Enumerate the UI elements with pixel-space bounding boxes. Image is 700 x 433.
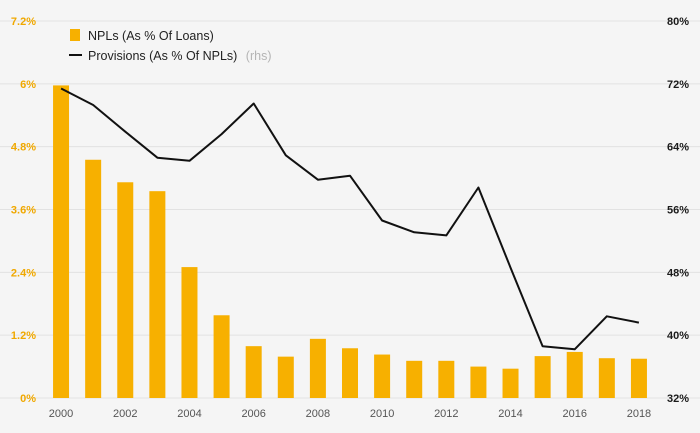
legend-label-npls: NPLs (As % Of Loans) bbox=[88, 29, 214, 43]
x-tick-label: 2014 bbox=[498, 408, 522, 420]
y-right-tick-label: 80% bbox=[667, 16, 689, 28]
bar-npl-2011 bbox=[406, 360, 423, 398]
bar-npl-2017 bbox=[598, 358, 615, 398]
x-tick-label: 2018 bbox=[627, 408, 651, 420]
x-axis: 2000 2002 2004 2006 2008 2010 2012 2014 2016 2018 bbox=[49, 408, 651, 420]
bar-npl-2016 bbox=[566, 351, 583, 398]
legend-label-rhs: (rhs) bbox=[246, 49, 272, 63]
legend-label-provisions: Provisions (As % Of NPLs) bbox=[88, 49, 237, 63]
y-right-tick-label: 48% bbox=[667, 267, 689, 279]
y-left-tick-label: 0% bbox=[20, 393, 36, 405]
provisions-line-layer bbox=[60, 87, 640, 351]
y-left-tick-label: 3.6% bbox=[11, 205, 36, 217]
x-tick-label: 2012 bbox=[434, 408, 458, 420]
gridlines bbox=[0, 20, 700, 399]
bar-npl-2006 bbox=[245, 346, 262, 398]
x-tick-label: 2006 bbox=[241, 408, 265, 420]
bar-npl-2012 bbox=[438, 360, 455, 398]
legend-swatch-npls bbox=[70, 29, 80, 41]
x-tick-label: 2004 bbox=[177, 408, 201, 420]
bar-npl-2007 bbox=[277, 356, 294, 398]
legend-label-provisions-group: Provisions (As % Of NPLs) (rhs) bbox=[88, 47, 272, 64]
legend: NPLs (As % Of Loans) Provisions (As % Of… bbox=[69, 29, 272, 64]
y-left-tick-label: 6% bbox=[20, 79, 36, 91]
y-axis-right: 32% 40% 48% 56% 64% 72% 80% bbox=[667, 16, 689, 405]
x-tick-label: 2000 bbox=[49, 408, 73, 420]
y-right-tick-label: 56% bbox=[667, 205, 689, 217]
x-tick-label: 2016 bbox=[562, 408, 586, 420]
bar-npl-2010 bbox=[374, 354, 391, 398]
y-left-tick-label: 1.2% bbox=[11, 330, 36, 342]
bar-npl-2014 bbox=[502, 368, 519, 398]
bar-npl-2004 bbox=[181, 267, 198, 398]
bar-npl-2013 bbox=[470, 366, 487, 398]
bar-npl-2005 bbox=[213, 315, 230, 398]
x-tick-label: 2008 bbox=[306, 408, 330, 420]
y-right-tick-label: 72% bbox=[667, 79, 689, 91]
bar-npl-2018 bbox=[630, 358, 647, 398]
bar-npl-2001 bbox=[85, 159, 102, 398]
y-right-tick-label: 32% bbox=[667, 393, 689, 405]
bars bbox=[53, 85, 647, 398]
y-left-tick-label: 4.8% bbox=[11, 142, 36, 154]
bar-npl-2002 bbox=[117, 182, 134, 398]
y-right-tick-label: 64% bbox=[667, 142, 689, 154]
provisions-line bbox=[60, 87, 640, 351]
y-left-tick-label: 7.2% bbox=[11, 16, 36, 28]
x-tick-label: 2002 bbox=[113, 408, 137, 420]
bar-npl-2000 bbox=[53, 85, 70, 398]
bar-npl-2015 bbox=[534, 356, 551, 398]
bar-npl-2008 bbox=[309, 338, 326, 398]
bar-npl-2003 bbox=[149, 191, 166, 398]
y-axis-left: 0% 1.2% 2.4% 3.6% 4.8% 6% 7.2% bbox=[11, 16, 36, 405]
y-left-tick-label: 2.4% bbox=[11, 267, 36, 279]
x-tick-label: 2010 bbox=[370, 408, 394, 420]
y-right-tick-label: 40% bbox=[667, 330, 689, 342]
bar-npl-2009 bbox=[342, 348, 358, 398]
